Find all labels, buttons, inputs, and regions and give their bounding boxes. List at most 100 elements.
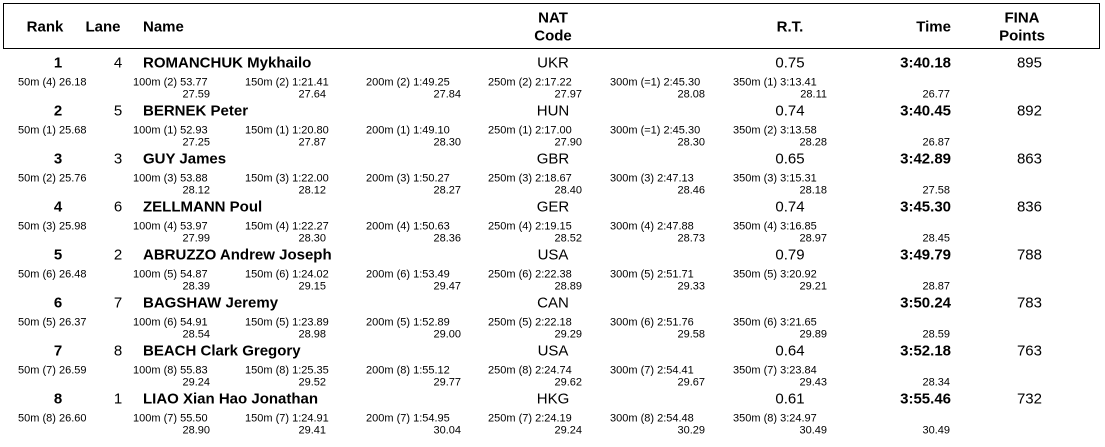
split-time: 200m (8) 1:55.12 <box>366 364 450 377</box>
split-time: 200m (7) 1:54.95 <box>366 412 450 425</box>
athlete-name: LIAO Xian Hao Jonathan <box>143 390 319 408</box>
lap-time: 27.97 <box>554 88 582 101</box>
lap-time: 28.46 <box>677 184 705 197</box>
lap-time: 28.12 <box>182 184 210 197</box>
lap-time: 30.49 <box>922 424 950 437</box>
nat-code: CAN <box>537 294 569 312</box>
split-time: 150m (2) 1:21.41 <box>245 76 329 89</box>
lane: 6 <box>113 198 123 216</box>
split-time: 350m (2) 3:13.58 <box>733 124 817 137</box>
split-time: 300m (7) 2:54.41 <box>610 364 694 377</box>
fina-points: 783 <box>1016 294 1042 312</box>
athlete-name: BAGSHAW Jeremy <box>143 294 279 312</box>
lap-time: 29.43 <box>799 376 827 389</box>
split-time: 150m (4) 1:22.27 <box>245 220 329 233</box>
lap-time: 30.49 <box>799 424 827 437</box>
split-time: 350m (1) 3:13.41 <box>733 76 817 89</box>
split-time: 250m (2) 2:17.22 <box>488 76 572 89</box>
lap-time: 29.67 <box>677 376 705 389</box>
lap-time: 29.21 <box>799 280 827 293</box>
lap-time: 28.27 <box>433 184 461 197</box>
lap-time: 28.98 <box>298 328 326 341</box>
lap-time: 28.34 <box>922 376 950 389</box>
lane: 4 <box>113 54 123 72</box>
lap-time: 28.30 <box>298 232 326 245</box>
split-time: 350m (4) 3:16.85 <box>733 220 817 233</box>
split-time: 250m (8) 2:24.74 <box>488 364 572 377</box>
column-header: Code <box>534 27 572 45</box>
lap-time: 28.40 <box>554 184 582 197</box>
athlete-name: BEACH Clark Gregory <box>143 342 301 360</box>
split-time: 200m (1) 1:49.10 <box>366 124 450 137</box>
lap-time: 29.62 <box>554 376 582 389</box>
lap-time: 28.54 <box>182 328 210 341</box>
reaction-time: 0.64 <box>775 342 805 360</box>
split-time: 50m (6) 26.48 <box>18 268 87 281</box>
split-time: 50m (2) 25.76 <box>18 172 87 185</box>
lap-time: 28.59 <box>922 328 950 341</box>
split-time: 300m (=1) 2:45.30 <box>610 124 701 137</box>
split-time: 50m (3) 25.98 <box>18 220 87 233</box>
split-time: 50m (5) 26.37 <box>18 316 87 329</box>
split-time: 150m (8) 1:25.35 <box>245 364 329 377</box>
lap-time: 29.24 <box>182 376 210 389</box>
split-time: 200m (2) 1:49.25 <box>366 76 450 89</box>
lap-time: 27.87 <box>298 136 326 149</box>
header-box <box>3 3 1100 49</box>
split-time: 300m (8) 2:54.48 <box>610 412 694 425</box>
nat-code: HKG <box>536 390 570 408</box>
split-time: 300m (3) 2:47.13 <box>610 172 694 185</box>
split-time: 250m (1) 2:17.00 <box>488 124 572 137</box>
lap-time: 28.97 <box>799 232 827 245</box>
final-time: 3:50.24 <box>900 294 951 312</box>
split-time: 100m (7) 55.50 <box>133 412 208 425</box>
lap-time: 29.41 <box>298 424 326 437</box>
lane: 7 <box>113 294 123 312</box>
split-time: 350m (5) 3:20.92 <box>733 268 817 281</box>
lap-time: 29.29 <box>554 328 582 341</box>
column-header: R.T. <box>776 18 804 36</box>
rank: 3 <box>53 150 63 168</box>
lap-time: 29.47 <box>433 280 461 293</box>
reaction-time: 0.75 <box>775 54 805 72</box>
lap-time: 28.28 <box>799 136 827 149</box>
lap-time: 27.99 <box>182 232 210 245</box>
split-time: 50m (7) 26.59 <box>18 364 87 377</box>
lane: 5 <box>113 102 123 120</box>
final-time: 3:40.45 <box>900 102 951 120</box>
split-time: 350m (3) 3:15.31 <box>733 172 817 185</box>
lap-time: 28.08 <box>677 88 705 101</box>
lap-time: 28.39 <box>182 280 210 293</box>
split-time: 150m (5) 1:23.89 <box>245 316 329 329</box>
lap-time: 29.24 <box>554 424 582 437</box>
reaction-time: 0.74 <box>775 198 805 216</box>
lap-time: 28.90 <box>182 424 210 437</box>
split-time: 100m (1) 52.93 <box>133 124 208 137</box>
split-time: 300m (4) 2:47.88 <box>610 220 694 233</box>
split-time: 200m (4) 1:50.63 <box>366 220 450 233</box>
split-time: 150m (1) 1:20.80 <box>245 124 329 137</box>
split-time: 250m (6) 2:22.38 <box>488 268 572 281</box>
split-time: 250m (7) 2:24.19 <box>488 412 572 425</box>
final-time: 3:45.30 <box>900 198 951 216</box>
lap-time: 28.45 <box>922 232 950 245</box>
lap-time: 28.89 <box>554 280 582 293</box>
lap-time: 29.00 <box>433 328 461 341</box>
split-time: 200m (6) 1:53.49 <box>366 268 450 281</box>
lap-time: 28.87 <box>922 280 950 293</box>
lap-time: 27.25 <box>182 136 210 149</box>
lap-time: 29.15 <box>298 280 326 293</box>
lane: 3 <box>113 150 123 168</box>
lane: 1 <box>113 390 123 408</box>
split-time: 250m (4) 2:19.15 <box>488 220 572 233</box>
lane: 2 <box>113 246 123 264</box>
split-time: 350m (6) 3:21.65 <box>733 316 817 329</box>
lap-time: 27.59 <box>182 88 210 101</box>
athlete-name: BERNEK Peter <box>143 102 249 120</box>
rank: 5 <box>53 246 63 264</box>
fina-points: 732 <box>1016 390 1042 408</box>
column-header: Rank <box>26 18 64 36</box>
column-header: Time <box>916 18 951 36</box>
lap-time: 28.36 <box>433 232 461 245</box>
nat-code: UKR <box>537 54 569 72</box>
